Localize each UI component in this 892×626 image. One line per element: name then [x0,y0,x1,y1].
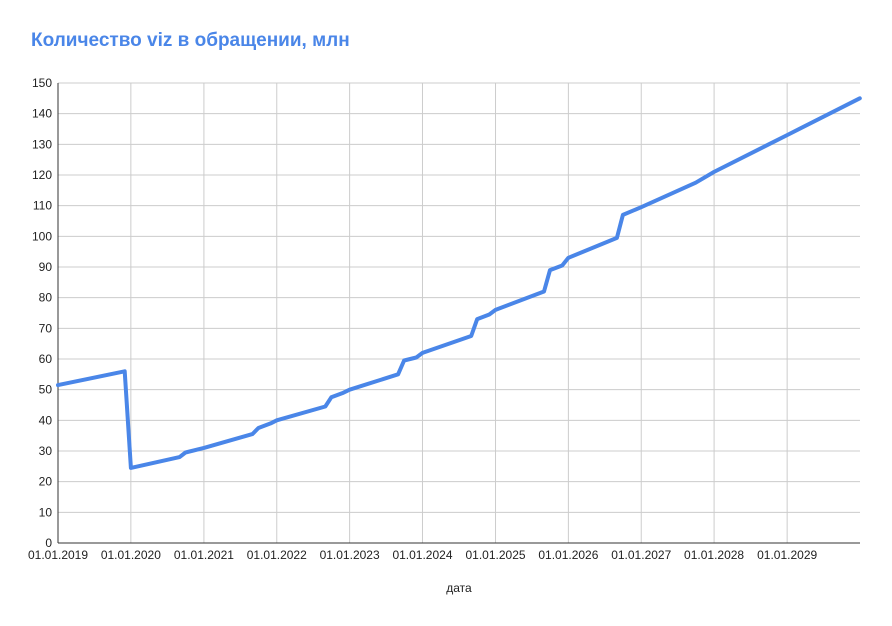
y-tick-label: 50 [39,383,53,397]
y-tick-label: 40 [39,413,53,427]
y-tick-label: 20 [39,475,53,489]
x-tick-label: 01.01.2021 [174,548,234,562]
x-tick-label: 01.01.2026 [538,548,598,562]
axes [57,83,860,544]
series-line [56,96,862,470]
x-axis-label: дата [446,581,472,595]
y-tick-label: 140 [32,107,52,121]
x-tick-label: 01.01.2020 [101,548,161,562]
y-tick-label: 90 [39,260,53,274]
x-tick-label: 01.01.2024 [392,548,452,562]
series [56,96,862,470]
y-tick-label: 0 [45,536,52,550]
x-tick-label: 01.01.2029 [757,548,817,562]
x-tick-label: 01.01.2022 [247,548,307,562]
y-tick-label: 70 [39,321,53,335]
y-tick-label: 60 [39,352,53,366]
y-tick-label: 120 [32,168,52,182]
y-axis-ticks: 0 10 20 30 40 50 60 70 80 90 100 110 120 130 140 150 [32,76,52,550]
y-tick-label: 130 [32,137,52,151]
y-tick-label: 110 [33,199,52,213]
y-tick-label: 100 [32,229,52,243]
chart-title: Количество viz в обращении, млн [31,30,350,51]
x-tick-label: 01.01.2028 [684,548,744,562]
x-tick-label: 01.01.2019 [28,548,88,562]
x-tick-label: 01.01.2023 [320,548,380,562]
grid [58,82,860,543]
y-tick-label: 10 [39,505,53,519]
y-tick-label: 30 [39,444,53,458]
x-tick-label: 01.01.2027 [611,548,671,562]
x-tick-label: 01.01.2025 [465,548,525,562]
y-tick-label: 80 [39,291,53,305]
y-tick-label: 150 [32,76,52,90]
x-axis-ticks: 01.01.2019 01.01.2020 01.01.2021 01.01.2022… [28,548,818,562]
